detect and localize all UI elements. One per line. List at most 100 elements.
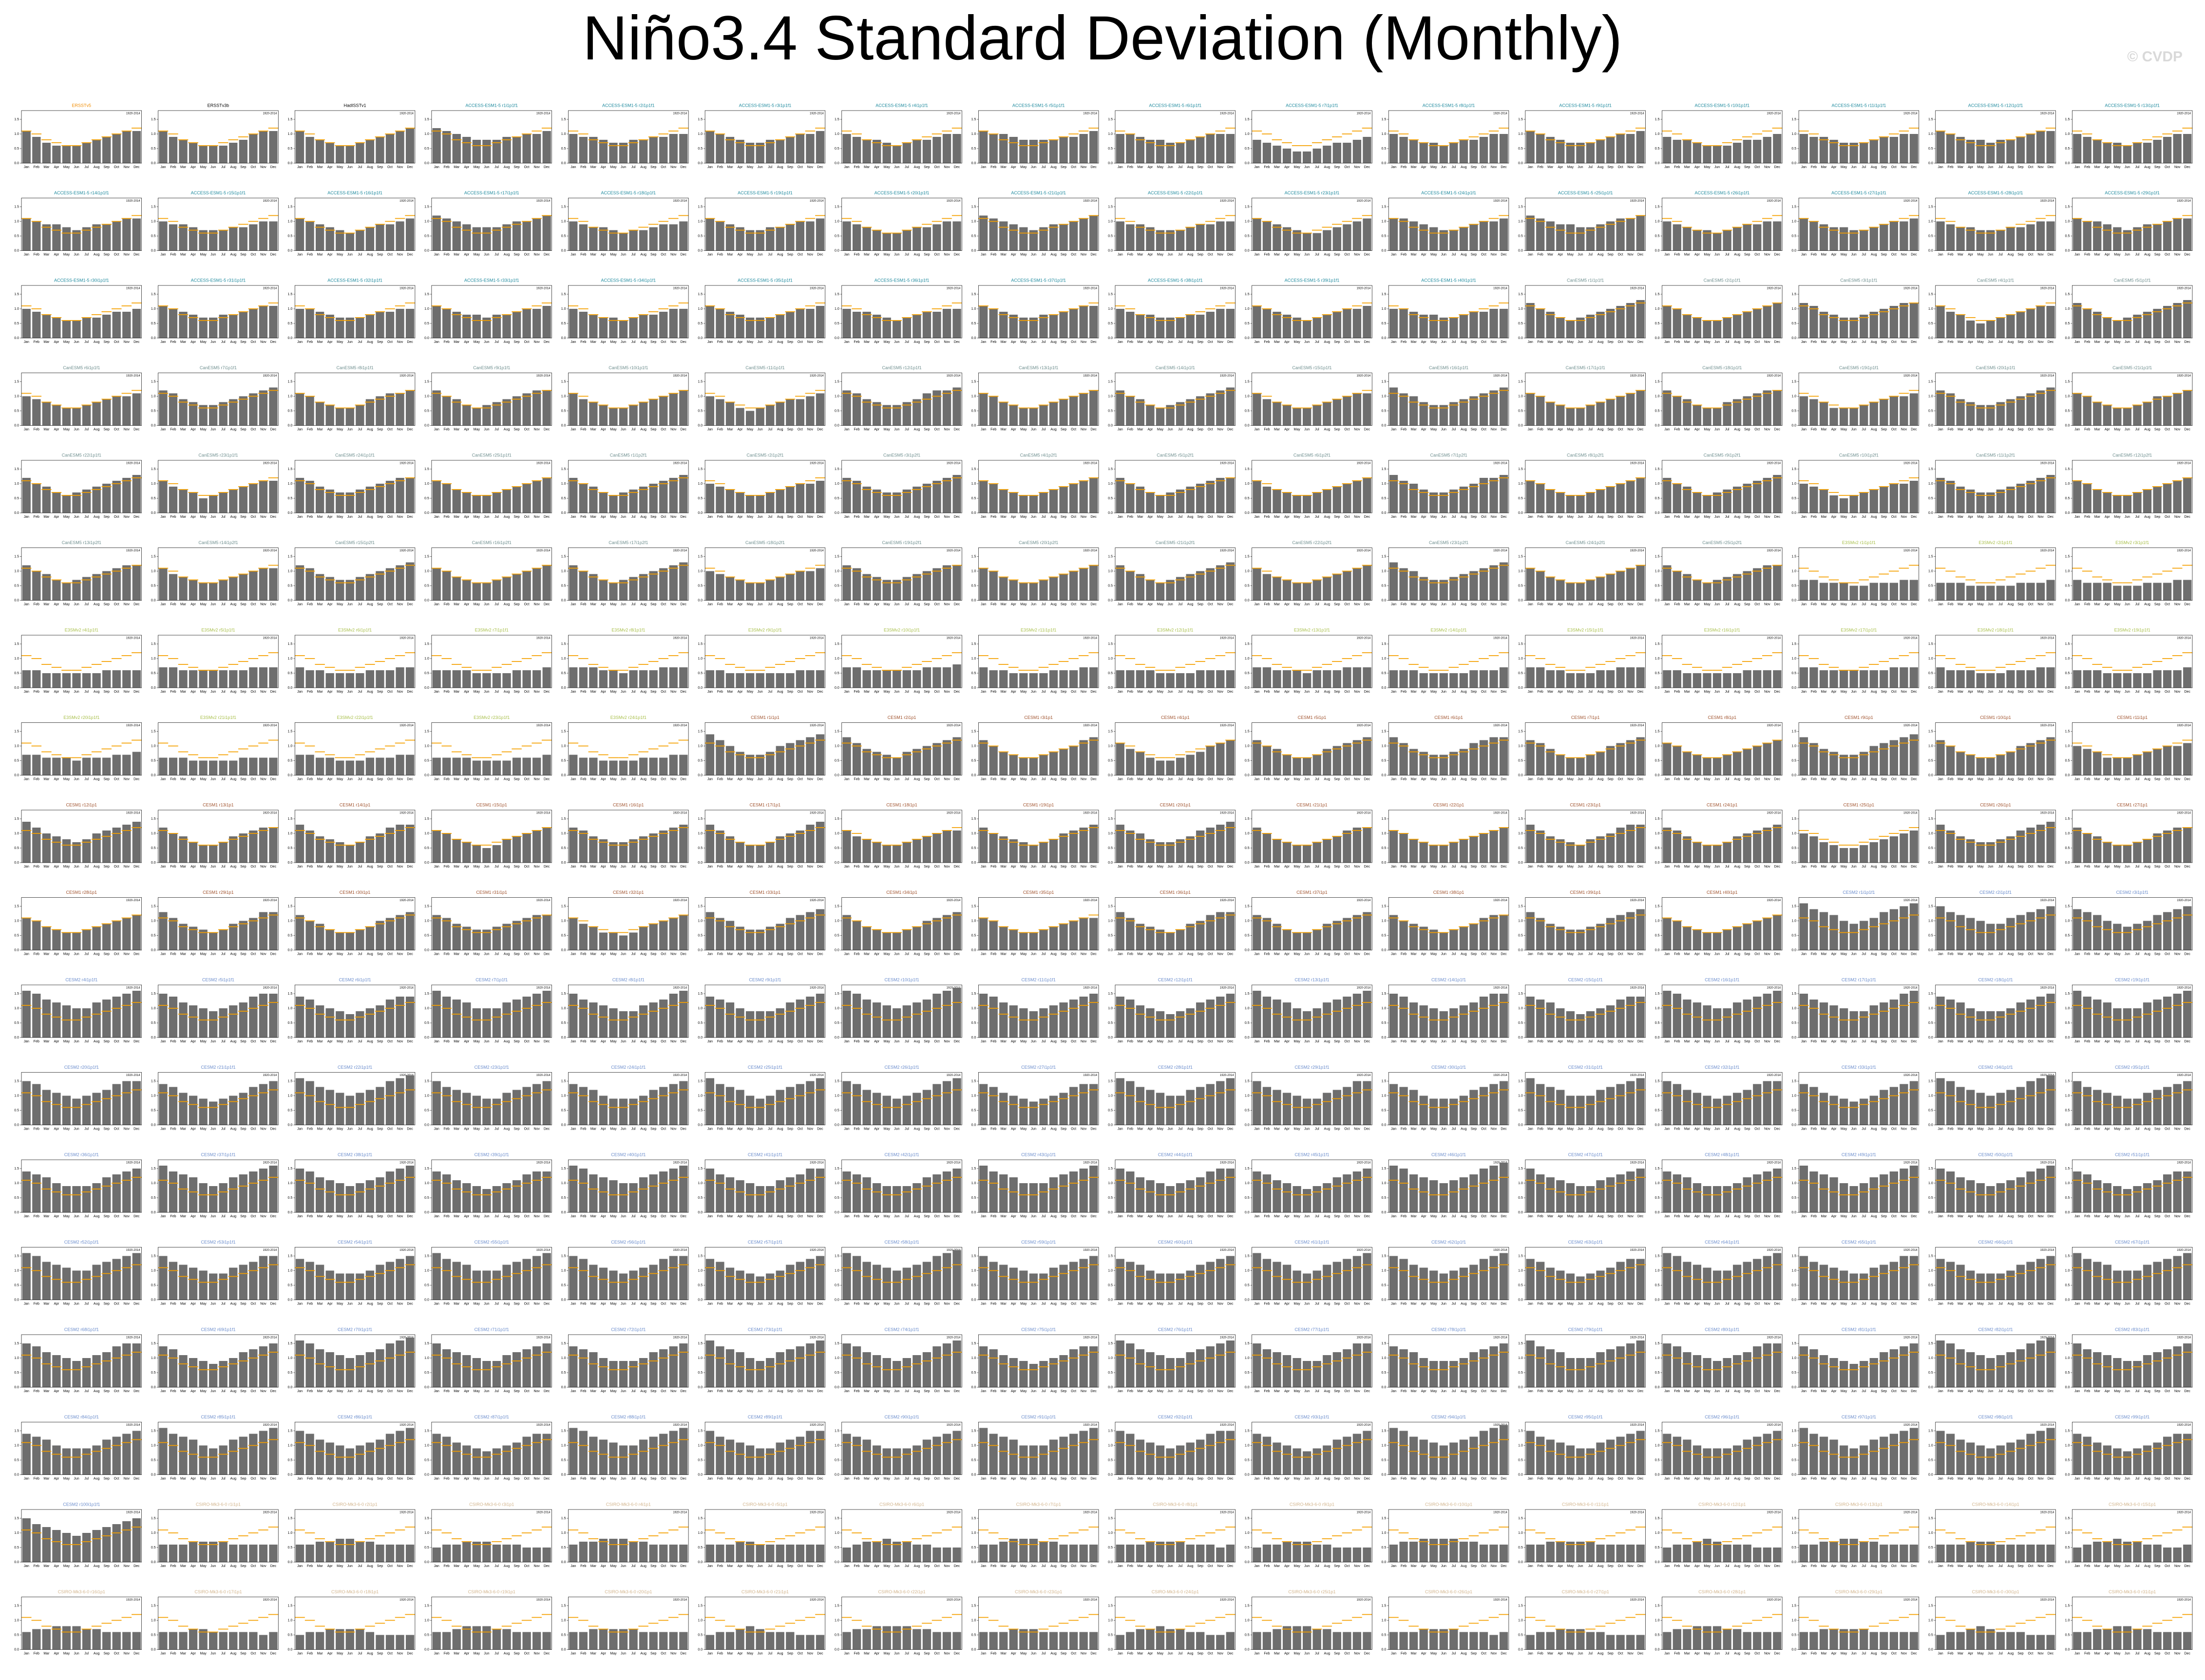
y-tick-label: 0.0 <box>561 162 566 165</box>
x-tick-label: Feb <box>580 428 586 431</box>
x-tick-label: Jun <box>347 340 353 344</box>
x-tick-label: Dec <box>1227 166 1234 169</box>
bar <box>669 134 678 163</box>
bar <box>852 224 861 251</box>
x-tick-label: Feb <box>1401 428 1407 431</box>
x-tick-label: Jul <box>84 253 89 256</box>
bar <box>1343 143 1351 163</box>
x-tick-label: Sep <box>924 515 930 519</box>
bar <box>589 667 598 688</box>
y-tick-label: 1.0 <box>1245 395 1250 398</box>
bar <box>745 318 755 338</box>
bar <box>542 667 551 688</box>
bar <box>209 230 218 251</box>
bar <box>873 490 881 513</box>
bar <box>1526 568 1535 601</box>
bar <box>679 667 688 688</box>
x-tick-label: Nov <box>1901 428 1907 431</box>
bar <box>579 484 588 513</box>
bar <box>52 492 61 513</box>
panel: CanESM5 r15i1p2f11920-20140.00.51.01.5Ja… <box>288 540 416 606</box>
x-tick-label: Mar <box>1001 340 1007 344</box>
period-label: 1920-2014 <box>673 462 687 465</box>
y-tick-label: 0.5 <box>561 409 566 413</box>
x-tick-label: Jan <box>707 166 713 169</box>
x-tick-label: Jan <box>1391 166 1396 169</box>
x-tick-label: Nov <box>1081 690 1087 694</box>
x-tick-label: Jun <box>1167 340 1173 344</box>
bar <box>1226 387 1235 426</box>
bar <box>1743 571 1751 601</box>
y-tick-label: 1.0 <box>2065 395 2070 398</box>
x-tick-label: Dec <box>1637 515 1644 519</box>
bar <box>1996 585 2005 601</box>
bar <box>2103 405 2111 426</box>
y-tick-label: 0.0 <box>971 424 976 427</box>
x-tick-label: Feb <box>444 603 450 606</box>
y-tick-label: 0.5 <box>1928 147 1933 151</box>
x-tick-label: Oct <box>1891 253 1897 256</box>
bar <box>159 481 168 513</box>
bar <box>1743 140 1751 163</box>
y-tick-label: 0.0 <box>561 686 566 690</box>
bar <box>62 146 71 163</box>
y-tick-label: 0.0 <box>971 511 976 515</box>
x-tick-label: Jun <box>484 690 489 694</box>
x-tick-label: Aug <box>640 340 646 344</box>
panel: CanESM5 r11i1p1f11920-20140.00.51.01.5Ja… <box>698 365 826 431</box>
y-tick-label: 0.0 <box>1928 249 1933 252</box>
y-tick-label: 0.0 <box>835 424 839 427</box>
x-tick-label: Feb <box>2084 428 2090 431</box>
bar <box>705 396 715 426</box>
bar <box>589 487 598 513</box>
y-tick-label: 1.0 <box>151 220 156 223</box>
y-tick-label: 1.0 <box>1108 220 1113 223</box>
x-tick-label: Mar <box>43 515 50 519</box>
bar <box>52 224 61 251</box>
x-tick-label: Jun <box>1714 515 1720 519</box>
bar <box>659 396 668 426</box>
x-tick-label: May <box>1020 340 1027 344</box>
bar <box>1869 227 1878 251</box>
bar <box>2103 318 2111 338</box>
plot-frame <box>704 635 826 688</box>
bar <box>122 396 131 426</box>
period-label: 1920-2014 <box>399 287 414 290</box>
plot-frame <box>21 198 142 251</box>
bar <box>502 490 511 513</box>
period-label: 1920-2014 <box>947 287 961 290</box>
x-tick-label: Sep <box>2154 428 2161 431</box>
bar <box>1956 315 1965 338</box>
x-tick-label: Jan <box>160 690 166 694</box>
x-tick-label: Oct <box>661 428 666 431</box>
panel: ACCESS-ESM1-5 r22i1p1f11920-20140.00.51.… <box>1108 190 1236 256</box>
x-tick-label: Jun <box>621 253 626 256</box>
x-tick-label: Mar <box>454 515 460 519</box>
x-tick-label: Mar <box>590 428 597 431</box>
bar <box>796 309 805 338</box>
panel: CanESM5 r14i1p1f11920-20140.00.51.01.5Ja… <box>1108 365 1236 431</box>
bar <box>179 670 188 688</box>
bar <box>2163 306 2172 338</box>
panel: CanESM5 r20i1p1f11920-20140.00.51.01.5Ja… <box>1928 365 2056 431</box>
x-tick-label: Apr <box>1284 340 1290 344</box>
x-tick-label: Dec <box>2048 428 2054 431</box>
x-tick-label: May <box>337 166 343 169</box>
bar <box>1332 312 1341 338</box>
y-tick-label: 1.5 <box>151 293 156 296</box>
x-tick-label: Mar <box>1001 690 1007 694</box>
x-tick-label: Jul <box>494 690 499 694</box>
x-tick-label: Apr <box>1558 428 1563 431</box>
bar <box>229 577 238 601</box>
x-tick-label: Oct <box>1891 166 1897 169</box>
x-tick-label: Apr <box>1558 603 1563 606</box>
bar <box>882 670 891 688</box>
x-tick-label: Dec <box>1774 515 1781 519</box>
x-tick-label: Jun <box>2125 428 2130 431</box>
x-tick-label: Mar <box>43 603 50 606</box>
bar <box>716 399 724 426</box>
x-tick-label: Nov <box>2174 515 2181 519</box>
x-tick-label: Sep <box>1607 603 1614 606</box>
x-tick-label: Jan <box>1801 428 1806 431</box>
bar <box>1156 140 1165 163</box>
